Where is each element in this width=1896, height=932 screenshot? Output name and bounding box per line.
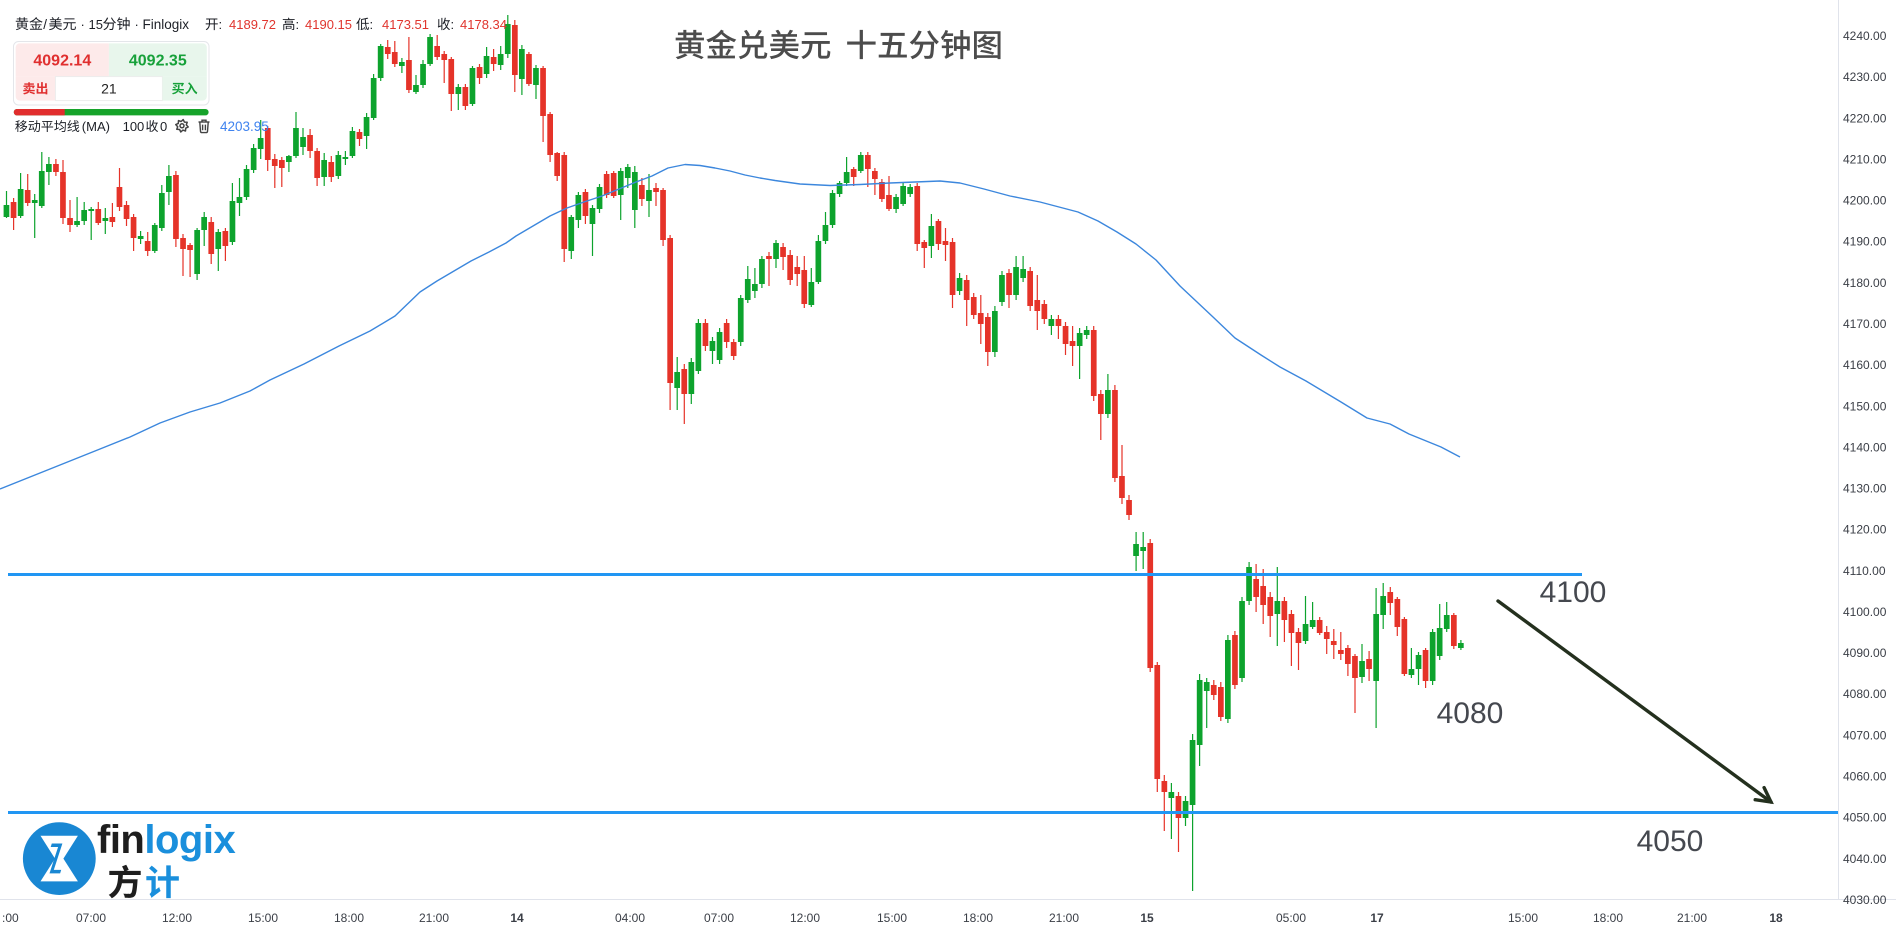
svg-text:15:00: 15:00 (1508, 911, 1538, 925)
svg-text:07:00: 07:00 (76, 911, 106, 925)
svg-text::: : (296, 17, 300, 32)
svg-text:4203.95: 4203.95 (220, 119, 269, 134)
svg-text:15:00: 15:00 (248, 911, 278, 925)
svg-text:finlogix: finlogix (97, 818, 235, 862)
svg-text:15:00: 15:00 (877, 911, 907, 925)
svg-text:04:00: 04:00 (615, 911, 645, 925)
svg-text:/: / (43, 17, 47, 32)
svg-text:4220.00: 4220.00 (1843, 111, 1887, 125)
svg-text:4080: 4080 (1437, 697, 1504, 730)
svg-text:4190.00: 4190.00 (1843, 235, 1887, 249)
svg-text:4092.35: 4092.35 (129, 53, 187, 70)
svg-text:4100.00: 4100.00 (1843, 605, 1887, 619)
svg-text::: : (219, 17, 223, 32)
svg-text:0: 0 (160, 119, 167, 134)
svg-text:4060.00: 4060.00 (1843, 770, 1887, 784)
svg-text:14: 14 (510, 911, 524, 925)
svg-text:100: 100 (123, 119, 145, 134)
svg-text:12:00: 12:00 (790, 911, 820, 925)
svg-text:21:00: 21:00 (419, 911, 449, 925)
svg-text:4230.00: 4230.00 (1843, 70, 1887, 84)
svg-text:4130.00: 4130.00 (1843, 482, 1887, 496)
svg-text:4140.00: 4140.00 (1843, 440, 1887, 454)
svg-text:18:00: 18:00 (334, 911, 364, 925)
svg-text:4050.00: 4050.00 (1843, 811, 1887, 825)
svg-text::: : (370, 17, 374, 32)
svg-text:15: 15 (89, 17, 103, 32)
svg-text:Finlogix: Finlogix (143, 17, 190, 32)
svg-text:21:00: 21:00 (1677, 911, 1707, 925)
svg-text:4180.00: 4180.00 (1843, 276, 1887, 290)
svg-text:4240.00: 4240.00 (1843, 29, 1887, 43)
svg-text:4120.00: 4120.00 (1843, 523, 1887, 537)
svg-text:15: 15 (1140, 911, 1154, 925)
svg-text:18:00: 18:00 (963, 911, 993, 925)
svg-text:17: 17 (1370, 911, 1384, 925)
svg-text:4050: 4050 (1637, 825, 1704, 858)
svg-text:07:00: 07:00 (704, 911, 734, 925)
svg-text:·: · (81, 17, 85, 32)
svg-text:4210.00: 4210.00 (1843, 152, 1887, 166)
svg-text:4092.14: 4092.14 (33, 53, 91, 70)
svg-text::00: :00 (2, 911, 19, 925)
svg-text:4070.00: 4070.00 (1843, 728, 1887, 742)
svg-text::: : (451, 17, 455, 32)
svg-text:4189.72: 4189.72 (229, 17, 276, 32)
svg-text:4090.00: 4090.00 (1843, 646, 1887, 660)
svg-text:4100: 4100 (1540, 576, 1607, 609)
svg-text:4170.00: 4170.00 (1843, 317, 1887, 331)
svg-text:21: 21 (101, 80, 117, 96)
svg-text:18: 18 (1769, 911, 1783, 925)
svg-text:4160.00: 4160.00 (1843, 358, 1887, 372)
svg-text:18:00: 18:00 (1593, 911, 1623, 925)
svg-text:·: · (135, 17, 139, 32)
svg-text:4040.00: 4040.00 (1843, 852, 1887, 866)
svg-text:4150.00: 4150.00 (1843, 399, 1887, 413)
svg-text:4200.00: 4200.00 (1843, 194, 1887, 208)
svg-text:05:00: 05:00 (1276, 911, 1306, 925)
svg-text:4178.34: 4178.34 (460, 17, 507, 32)
svg-text:4173.51: 4173.51 (382, 17, 429, 32)
svg-text:4110.00: 4110.00 (1843, 564, 1886, 578)
svg-text:4030.00: 4030.00 (1843, 893, 1887, 907)
svg-text:4080.00: 4080.00 (1843, 687, 1887, 701)
svg-text:21:00: 21:00 (1049, 911, 1079, 925)
svg-text:12:00: 12:00 (162, 911, 192, 925)
svg-text:4190.15: 4190.15 (305, 17, 352, 32)
svg-text:(MA): (MA) (82, 119, 110, 134)
